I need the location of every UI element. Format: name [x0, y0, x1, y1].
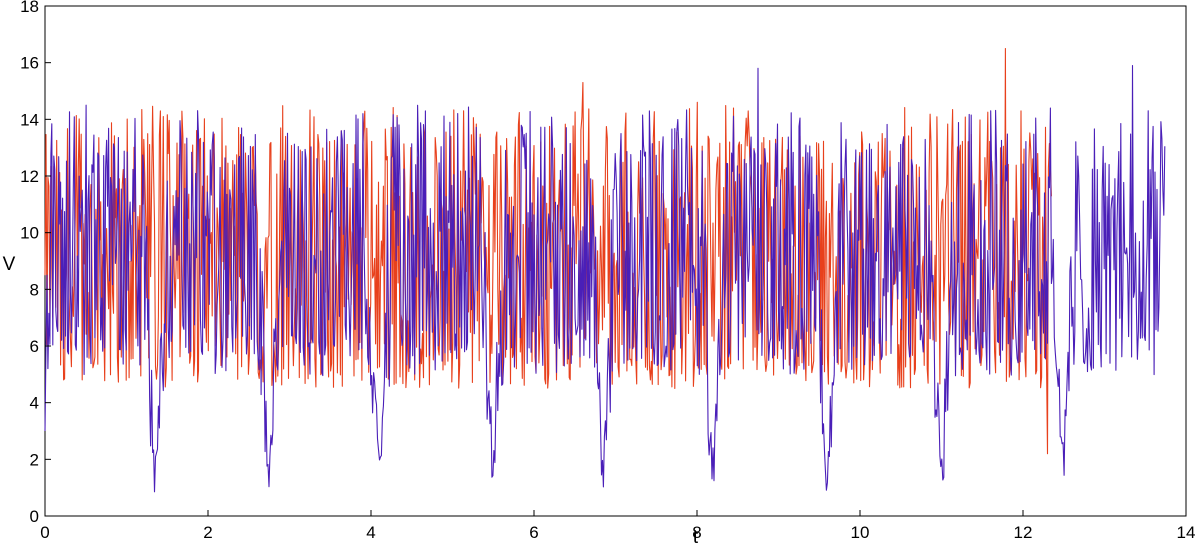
y-axis-title: V: [3, 254, 16, 275]
x-tick-label: 6: [529, 523, 538, 542]
y-tick-label: 8: [30, 280, 39, 299]
y-tick-label: 14: [20, 110, 39, 129]
y-tick-label: 16: [20, 54, 39, 73]
x-tick-label: 4: [366, 523, 375, 542]
x-tick-label: 10: [851, 523, 870, 542]
x-tick-label: 8: [692, 523, 701, 542]
y-tick-label: 0: [30, 507, 39, 526]
y-tick-label: 4: [30, 394, 39, 413]
x-tick-label: 14: [1177, 523, 1196, 542]
y-tick-label: 2: [30, 450, 39, 469]
x-tick-label: 12: [1014, 523, 1033, 542]
series-line-red: [44, 47, 1052, 455]
x-axis-title: t: [693, 527, 699, 546]
series-layer: [44, 47, 1166, 493]
y-tick-label: 6: [30, 337, 39, 356]
y-tick-label: 10: [20, 224, 39, 243]
y-tick-label: 12: [20, 167, 39, 186]
tick-layer: 0 2 4 6 8 10 12 14 0 2 4 6 8 10 12 14 16 18: [20, 0, 1195, 542]
x-tick-label: 0: [40, 523, 49, 542]
x-tick-label: 2: [203, 523, 212, 542]
y-tick-label: 18: [20, 0, 39, 16]
series-line-blue: [44, 64, 1166, 493]
